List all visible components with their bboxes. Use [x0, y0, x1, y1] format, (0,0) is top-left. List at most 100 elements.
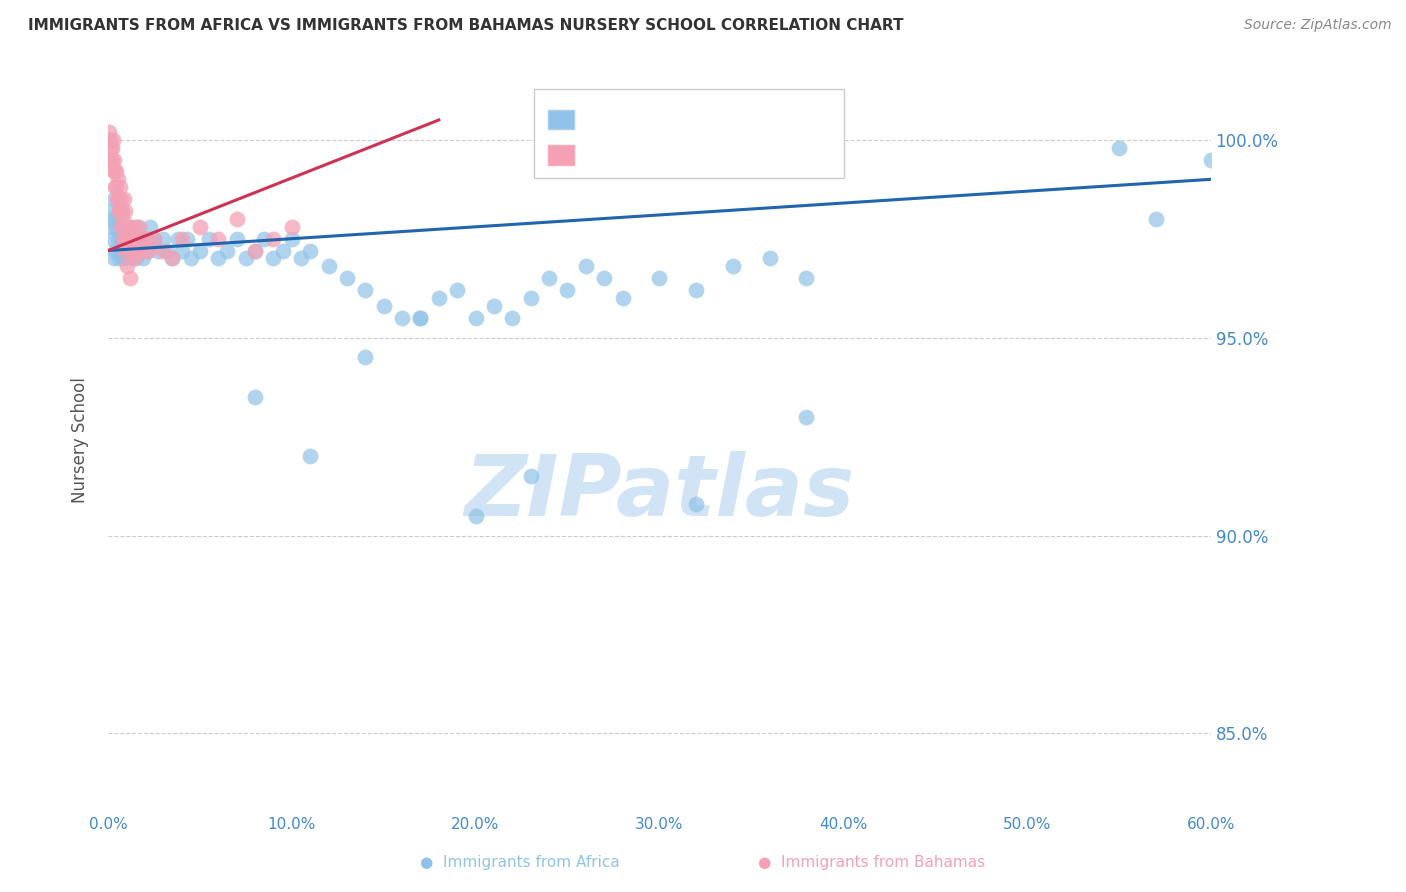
Point [114, 244, 136, 258]
Point [98, 219, 121, 234]
Point [235, 252, 257, 266]
Point [391, 310, 413, 325]
Text: 0.131: 0.131 [626, 109, 678, 127]
Point [685, 497, 707, 511]
Point [121, 244, 143, 258]
Point [104, 244, 127, 258]
Point [176, 232, 198, 246]
Point [100, 204, 122, 219]
Point [124, 252, 146, 266]
Point [103, 164, 125, 178]
Point [105, 211, 128, 226]
Point [253, 232, 276, 246]
Point [115, 232, 138, 246]
Point [262, 252, 284, 266]
Point [519, 291, 541, 305]
Point [685, 283, 707, 297]
Point [100, 153, 122, 167]
Point [108, 180, 131, 194]
Point [111, 211, 134, 226]
Point [104, 180, 127, 194]
Point [262, 232, 284, 246]
Point [127, 244, 149, 258]
Point [557, 283, 579, 297]
Point [575, 260, 598, 274]
Point [482, 299, 505, 313]
Point [318, 260, 340, 274]
Point [170, 232, 193, 246]
Text: IMMIGRANTS FROM AFRICA VS IMMIGRANTS FROM BAHAMAS NURSERY SCHOOL CORRELATION CHA: IMMIGRANTS FROM AFRICA VS IMMIGRANTS FRO… [28, 18, 904, 33]
Text: Source: ZipAtlas.com: Source: ZipAtlas.com [1244, 18, 1392, 32]
Point [373, 299, 395, 313]
Text: R =: R = [583, 109, 620, 127]
Point [446, 283, 468, 297]
Point [135, 244, 157, 258]
Text: N =: N = [693, 109, 730, 127]
Point [134, 232, 156, 246]
Point [170, 244, 193, 258]
Point [142, 232, 165, 246]
Point [120, 271, 142, 285]
Point [138, 232, 160, 246]
Point [138, 244, 160, 258]
Point [281, 232, 304, 246]
Point [134, 232, 156, 246]
Point [103, 153, 125, 167]
Point [115, 232, 138, 246]
Point [101, 141, 124, 155]
Point [122, 252, 145, 266]
Point [117, 232, 139, 246]
Point [100, 141, 122, 155]
Point [112, 232, 135, 246]
Point [110, 219, 132, 234]
Point [612, 291, 634, 305]
Point [180, 252, 202, 266]
Point [101, 133, 124, 147]
Point [98, 133, 121, 147]
Point [409, 310, 432, 325]
Point [121, 244, 143, 258]
Point [114, 219, 136, 234]
Point [758, 252, 780, 266]
Point [127, 219, 149, 234]
Point [112, 232, 135, 246]
Point [111, 219, 134, 234]
Point [188, 244, 211, 258]
Text: N =: N = [693, 146, 730, 164]
Point [105, 192, 128, 206]
Point [114, 204, 136, 219]
Point [111, 204, 134, 219]
Y-axis label: Nursery School: Nursery School [72, 377, 89, 503]
Point [409, 310, 432, 325]
Point [107, 192, 129, 206]
Point [796, 271, 818, 285]
Point [464, 508, 486, 523]
Point [132, 252, 155, 266]
Point [519, 469, 541, 483]
Point [114, 244, 136, 258]
Point [225, 232, 247, 246]
Point [152, 244, 174, 258]
Point [105, 219, 128, 234]
Point [146, 244, 169, 258]
Text: 54: 54 [735, 146, 758, 164]
Point [281, 219, 304, 234]
Point [207, 232, 229, 246]
Point [112, 192, 135, 206]
Point [538, 271, 561, 285]
Point [118, 232, 141, 246]
Point [299, 450, 322, 464]
Point [122, 219, 145, 234]
Point [427, 291, 450, 305]
Point [299, 244, 322, 258]
Point [115, 260, 138, 274]
Point [128, 219, 150, 234]
Point [124, 232, 146, 246]
Point [648, 271, 671, 285]
Point [166, 232, 188, 246]
Point [162, 252, 184, 266]
Point [110, 232, 132, 246]
Point [162, 252, 184, 266]
Point [108, 204, 131, 219]
Point [721, 260, 744, 274]
